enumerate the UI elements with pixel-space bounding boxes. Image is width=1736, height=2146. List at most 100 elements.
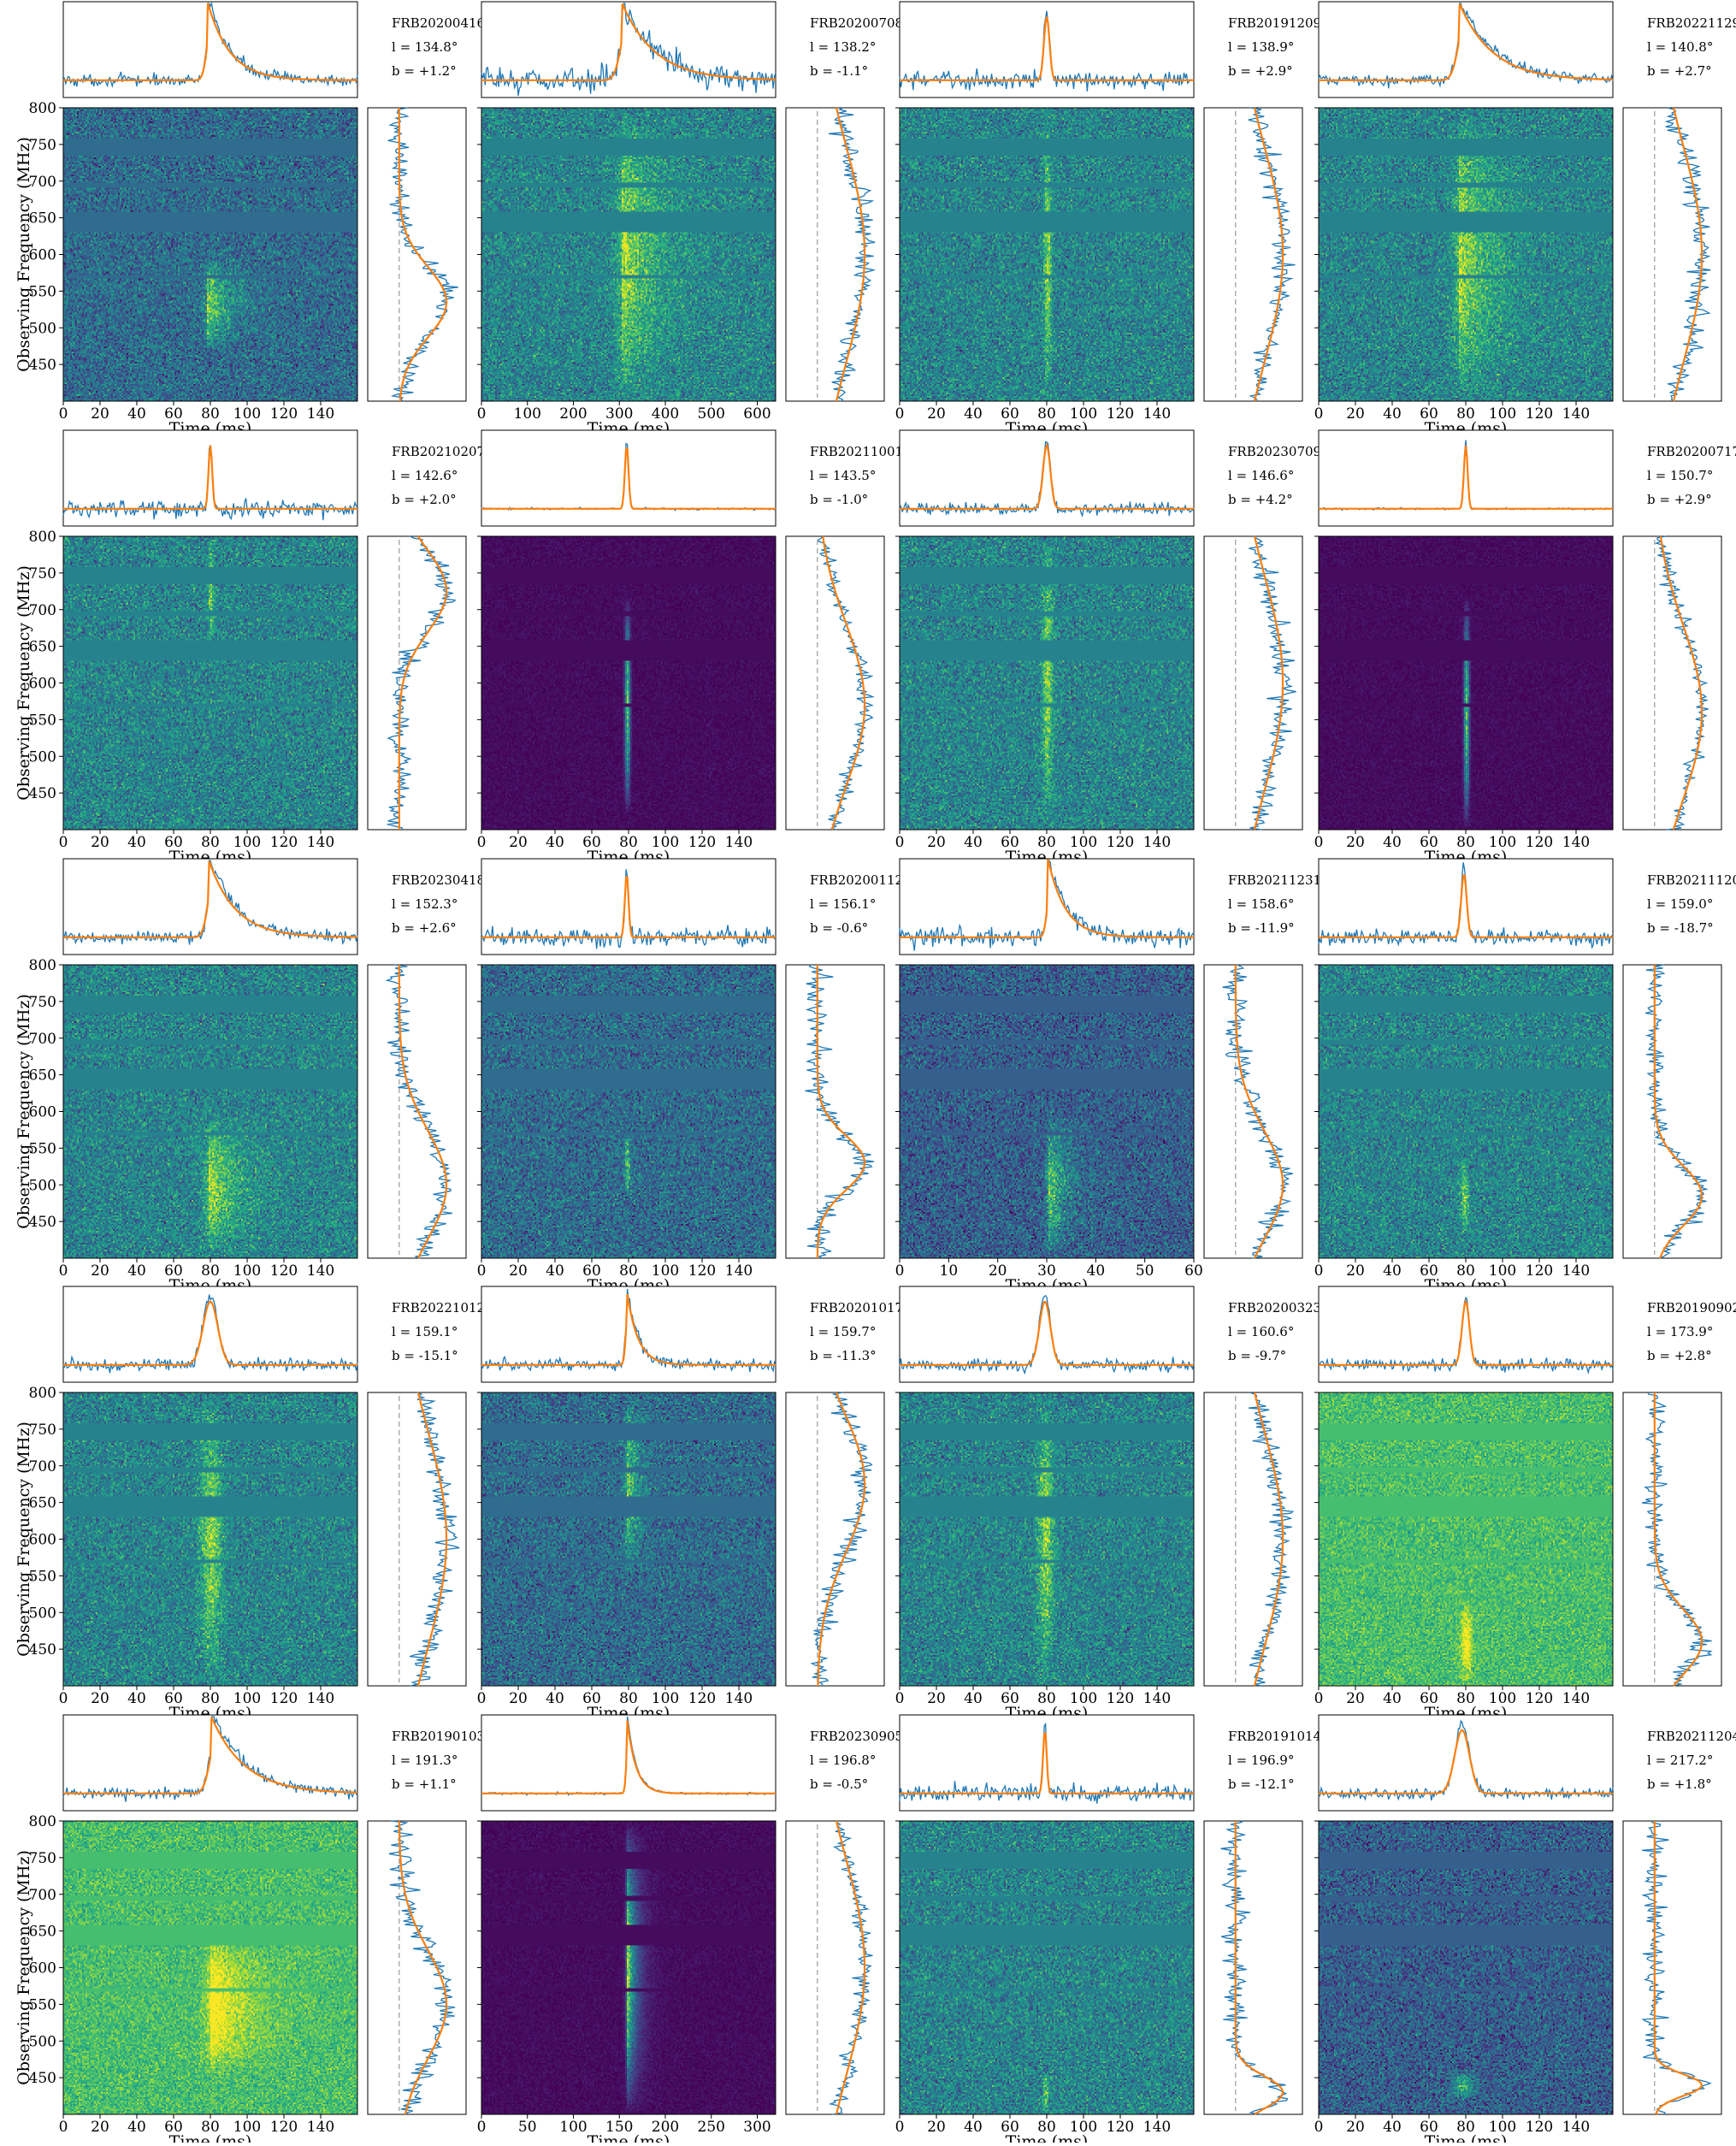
x-tick-label: 140	[1562, 1690, 1590, 1707]
profile-model-line	[63, 3, 357, 81]
y-tick-label: 550	[29, 283, 56, 300]
galactic-longitude: l = 158.6°	[1228, 896, 1294, 912]
waterfall-heatmap-frb20191014b	[900, 1821, 1194, 2114]
pulse-profile-frb20230418e	[62, 858, 358, 955]
profile-model-line	[900, 442, 1194, 510]
galactic-latitude: b = +2.9°	[1228, 63, 1293, 79]
pulse-profile-frb20191014b	[899, 1714, 1195, 1812]
x-tick-label: 100	[514, 405, 541, 423]
profile-frame	[62, 429, 358, 527]
x-tick-label: 100	[1070, 1690, 1097, 1707]
y-tick-label: 800	[29, 529, 56, 546]
spectrum-model-line	[816, 965, 866, 1258]
y-tick-label: 700	[29, 174, 56, 191]
x-tick-label: 60	[1420, 2119, 1438, 2136]
waterfall-heatmap-frb20200323g	[900, 1392, 1194, 1686]
spectrum-frb20191209b	[1203, 107, 1303, 402]
x-tick-label: 60	[1420, 405, 1438, 423]
y-tick-label: 500	[29, 1177, 56, 1194]
x-tick-label: 80	[1456, 834, 1475, 851]
profile-data-line	[899, 1294, 1195, 1375]
x-tick-label: 60	[164, 2119, 183, 2136]
x-tick-label: 0	[895, 1690, 905, 1707]
y-tick-label: 500	[29, 2033, 56, 2050]
x-tick-label: 80	[201, 1262, 220, 1280]
galactic-latitude: b = -11.9°	[1228, 920, 1295, 936]
spectrum-frb20200416a	[367, 107, 467, 402]
spectrum-model-line	[398, 965, 448, 1259]
galactic-longitude: l = 152.3°	[392, 896, 458, 912]
spectrum-model-line	[416, 1392, 448, 1687]
panel-frb20190902b: FRB20190902B l = 173.9° b = +2.8° 0 20 40 60 80…	[1314, 1286, 1736, 1723]
x-tick-label: 100	[1489, 1262, 1516, 1280]
waterfall-heatmap-frb20211231b	[900, 965, 1194, 1258]
spectrum-model-line	[1234, 965, 1284, 1259]
y-tick-label: 500	[29, 1605, 56, 1622]
x-tick-label: 60	[1420, 1690, 1438, 1707]
x-tick-label: 80	[1037, 1690, 1056, 1707]
galactic-latitude: b = +1.1°	[392, 1777, 457, 1792]
x-tick-label: 40	[964, 2119, 983, 2136]
y-tick-label: 700	[29, 1031, 56, 1048]
x-tick-label: 60	[1420, 834, 1438, 851]
x-tick-label: 100	[1489, 1690, 1516, 1707]
x-tick-label: 140	[1562, 2119, 1590, 2136]
x-tick-label: 120	[270, 834, 298, 851]
panel-frb20211231b: FRB20211231B l = 158.6° b = -11.9° 0 10 20 30 4…	[895, 858, 1331, 1295]
galactic-longitude: l = 196.9°	[1228, 1753, 1294, 1768]
x-tick-label: 80	[1037, 834, 1056, 851]
waterfall-heatmap-frb20200708a	[481, 108, 776, 401]
spectrum-frb20230418e	[367, 964, 467, 1259]
frb-name: FRB20200323G	[1228, 1300, 1332, 1315]
profile-model-line	[63, 1300, 357, 1366]
galactic-latitude: b = +4.2°	[1228, 492, 1293, 507]
spectrum-frb20211204b	[1622, 1820, 1722, 2115]
x-tick-label: 100	[1070, 834, 1097, 851]
panel-frb20200112e: FRB20200112E l = 156.1° b = -0.6° 0 20 40 60 80…	[477, 858, 912, 1295]
x-tick-label: 80	[1456, 1690, 1475, 1707]
profile-data-line	[62, 860, 358, 945]
y-tick-label: 750	[29, 565, 56, 582]
frb-name: FRB20190103B	[392, 1729, 494, 1744]
x-tick-label: 80	[1456, 405, 1475, 423]
spectrum-frame	[1203, 107, 1303, 402]
x-axis-label: Time (ms)	[1006, 2132, 1089, 2143]
spectrum-data-line	[1664, 107, 1711, 402]
profile-data-line	[899, 10, 1195, 92]
spectrum-model-line	[1234, 1821, 1284, 2115]
frb-name: FRB20211204B	[1647, 1729, 1736, 1744]
galactic-latitude: b = -11.3°	[810, 1348, 877, 1363]
frb-name: FRB20210207E	[392, 444, 494, 459]
spectrum-model-line	[1253, 535, 1284, 831]
y-tick-label: 650	[29, 1924, 56, 1941]
frb-name: FRB20211231B	[1228, 872, 1331, 888]
x-tick-label: 20	[1346, 405, 1365, 423]
x-axis-label: Time (ms)	[1425, 2132, 1508, 2143]
x-tick-label: 20	[91, 834, 109, 851]
x-tick-label: 100	[1489, 834, 1516, 851]
x-tick-label: 60	[1001, 2119, 1019, 2136]
x-tick-label: 0	[895, 834, 905, 851]
galactic-latitude: b = -0.6°	[810, 920, 868, 936]
pulse-profile-frb20211001b	[481, 429, 776, 527]
x-tick-label: 100	[233, 1262, 261, 1280]
x-tick-label: 20	[927, 2119, 946, 2136]
x-tick-label: 80	[201, 834, 220, 851]
galactic-longitude: l = 173.9°	[1647, 1324, 1713, 1339]
spectrum-frame	[785, 107, 885, 402]
profile-frame	[899, 1, 1195, 98]
y-tick-label: 450	[29, 2070, 56, 2087]
panel-frb20221012e: FRB20221012E l = 159.1° b = -15.1° 0 20 40 60 8…	[15, 1286, 494, 1723]
spectrum-data-line	[828, 1820, 873, 2115]
spectrum-model-line	[398, 1821, 448, 2115]
frb-name: FRB20200717B	[1647, 444, 1736, 459]
x-tick-label: 120	[1107, 1690, 1134, 1707]
y-tick-label: 800	[29, 100, 56, 117]
spectrum-data-line	[387, 107, 458, 402]
x-tick-label: 100	[652, 834, 679, 851]
x-tick-label: 40	[546, 1262, 564, 1280]
y-tick-label: 600	[29, 1532, 56, 1549]
spectrum-frame	[1622, 107, 1722, 402]
galactic-longitude: l = 159.0°	[1647, 896, 1713, 912]
